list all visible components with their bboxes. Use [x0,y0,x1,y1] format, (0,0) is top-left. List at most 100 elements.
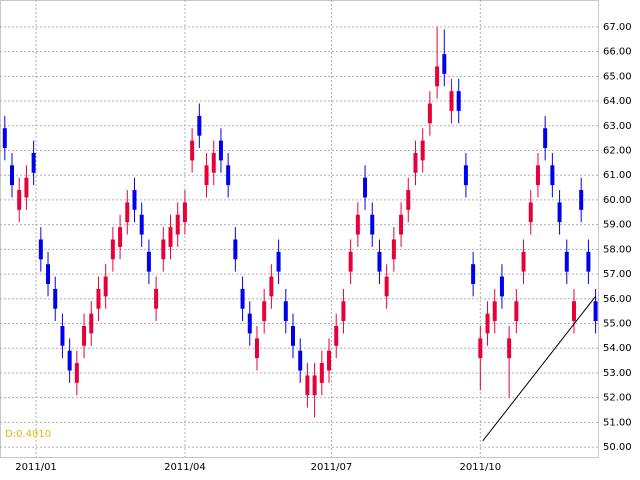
candle-body [528,202,533,223]
candle-body [334,325,339,346]
candle-body [427,103,432,124]
candle-body [154,288,159,309]
y-tick-label: 60.00 [603,195,632,206]
y-tick-label: 57.00 [603,269,632,280]
candle-body [535,165,540,186]
candle-body [298,350,303,371]
y-tick-label: 55.00 [603,319,632,330]
candle-body [593,301,598,322]
y-tick-label: 52.00 [603,393,632,404]
candle-body [355,214,360,235]
candle-body [478,338,483,359]
candle-body [406,190,411,210]
candle-body [499,276,504,297]
candle-body [456,91,461,111]
candle-body [557,202,562,223]
candle-body [226,165,231,186]
trendline [482,296,596,442]
y-tick-label: 61.00 [603,170,632,181]
candle-body [10,165,15,186]
candle-body [507,338,512,359]
candle-body [564,251,569,272]
candle-body [521,251,526,272]
candle-body [118,227,123,247]
x-tick-label: 2011/07 [311,462,353,473]
candle-body [247,313,252,334]
candle-body [218,140,223,161]
candle-body [485,313,490,334]
candle-body [305,375,310,396]
candle-body [442,54,447,74]
y-tick-label: 50.00 [603,442,632,453]
candle-body [146,251,151,272]
candle-body [161,239,166,260]
candle-body [413,152,418,173]
candle-body [17,190,22,210]
candle-body [262,301,267,322]
candle-body [38,239,43,260]
candle-body [240,288,245,309]
candle-body [46,264,51,284]
candle-body [319,363,324,383]
x-tick-label: 2011/01 [15,462,57,473]
candle-body [31,152,36,173]
candle-body [67,350,72,371]
candle-body [74,363,79,383]
candle-body [125,202,130,223]
candle-body [420,140,425,161]
candle-body [60,325,65,346]
candle-body [24,177,29,198]
candle-body [283,301,288,322]
candle-body [182,202,187,223]
y-tick-label: 59.00 [603,220,632,231]
candle-body [175,214,180,235]
y-tick-label: 66.00 [603,47,632,58]
candle-body [348,251,353,272]
x-tick-label: 2011/10 [460,462,502,473]
candle-body [543,128,548,149]
candle-body [2,128,7,149]
candle-body [53,288,58,309]
candle-body [168,227,173,247]
y-tick-label: 56.00 [603,294,632,305]
candle-body [89,313,94,334]
candle-body [492,301,497,322]
candle-body [377,251,382,272]
candle-body [233,239,238,260]
y-tick-label: 67.00 [603,22,632,33]
plot-frame [0,0,599,458]
y-tick-label: 53.00 [603,368,632,379]
candle-body [571,301,576,322]
candle-body [463,165,468,186]
candle-body [190,140,195,161]
annotation: D:0.4010 [5,429,51,440]
candle-body [327,350,332,371]
candle-body [586,251,591,272]
candle-body [449,91,454,111]
y-tick-label: 63.00 [603,121,632,132]
candle-body [96,288,101,309]
candle-body [391,239,396,260]
candle-body [312,375,317,396]
candle-body [550,165,555,186]
candle-body [110,239,115,260]
candle-body [399,214,404,235]
y-tick-label: 58.00 [603,244,632,255]
candle-body [139,214,144,235]
candle-body [269,276,274,297]
candle-body [579,190,584,210]
candle-body [290,325,295,346]
candle-body [103,276,108,297]
y-tick-label: 54.00 [603,343,632,354]
candle-body [197,115,202,136]
candle-body [363,177,368,198]
candle-body [341,301,346,322]
y-tick-label: 62.00 [603,145,632,156]
y-tick-label: 64.00 [603,96,632,107]
candle-body [132,190,137,210]
candle-body [211,152,216,173]
candle-body [384,276,389,297]
y-tick-label: 65.00 [603,71,632,82]
